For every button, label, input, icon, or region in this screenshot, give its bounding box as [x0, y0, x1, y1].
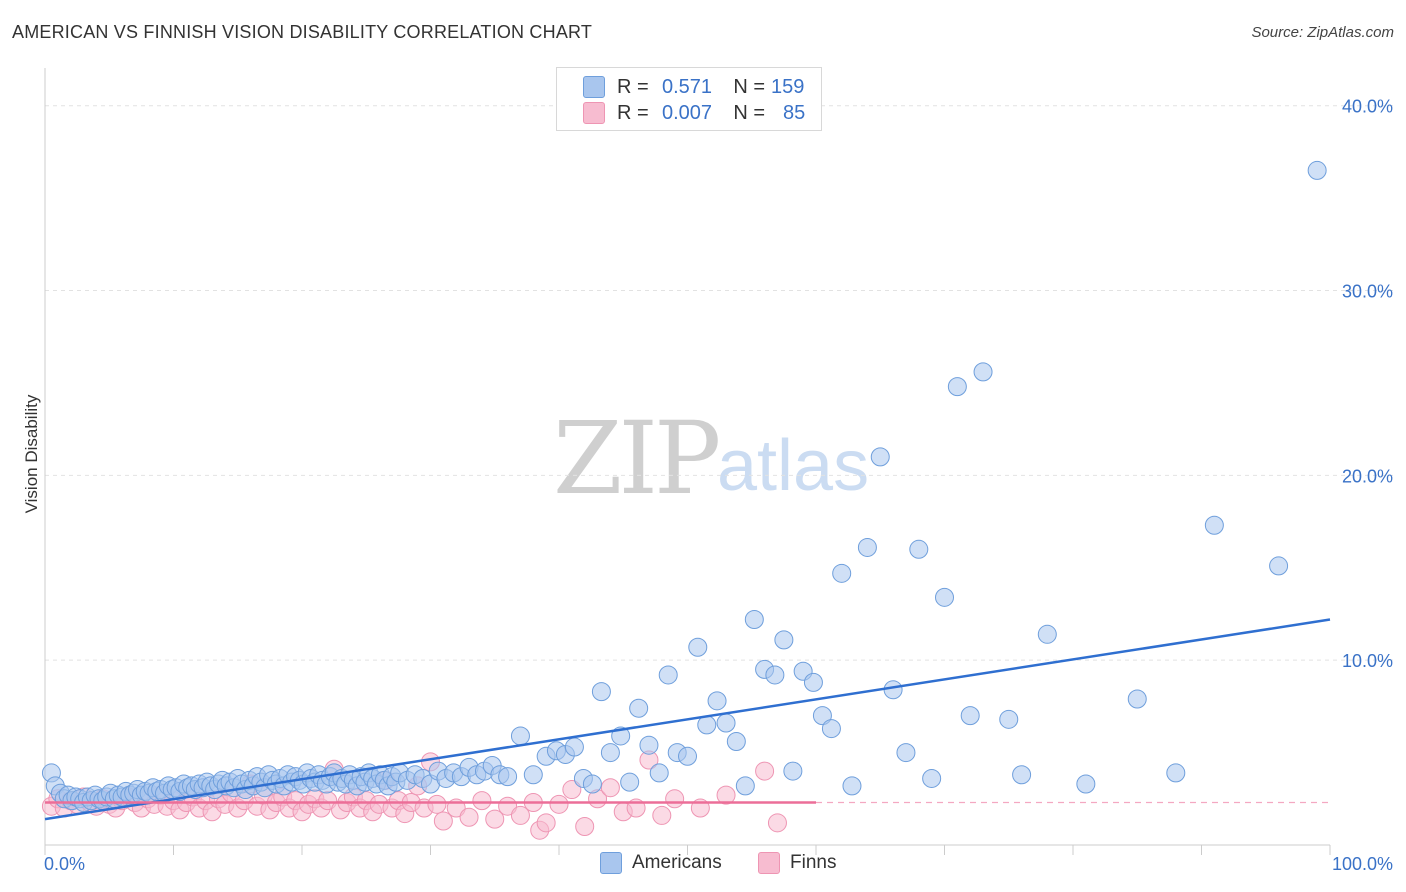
americans-point — [1037, 624, 1057, 644]
americans-swatch — [583, 76, 605, 98]
source-credit: Source: ZipAtlas.com — [1251, 24, 1394, 41]
americans-point — [582, 774, 602, 794]
americans-point — [1127, 689, 1147, 709]
americans-point — [1012, 765, 1032, 785]
finns-point — [716, 785, 736, 805]
americans-point — [1076, 774, 1096, 794]
legend-row-finns: R = 0.007 N = 85 — [583, 100, 805, 126]
x-tick-label: 100.0% — [1332, 854, 1393, 874]
americans-point — [803, 672, 823, 692]
americans-point — [735, 776, 755, 796]
americans-point — [842, 776, 862, 796]
americans-point — [649, 763, 669, 783]
americans-point — [922, 768, 942, 788]
americans-point — [857, 537, 877, 557]
r-value: 0.007 — [661, 101, 713, 124]
americans-point — [629, 698, 649, 718]
americans-point — [716, 713, 736, 733]
americans-point — [960, 706, 980, 726]
finns-point — [472, 791, 492, 811]
americans-point — [774, 630, 794, 650]
americans-point — [832, 563, 852, 583]
americans-point — [658, 665, 678, 685]
americans-point — [639, 735, 659, 755]
finns-point — [510, 805, 530, 825]
n-label: N = — [733, 101, 765, 124]
americans-point — [678, 746, 697, 766]
americans-point — [896, 743, 916, 763]
grid-lines — [45, 105, 1395, 661]
finns-point — [433, 811, 453, 831]
americans-point — [1307, 160, 1327, 180]
tick-labels: 10.0% 20.0% 30.0% 40.0% 0.0% 100.0% — [44, 97, 1393, 874]
x-tick-label: 0.0% — [44, 854, 85, 874]
finns-point — [536, 813, 556, 833]
americans-point — [909, 539, 929, 559]
axes — [44, 68, 1331, 855]
americans-point — [564, 737, 584, 757]
americans-point — [600, 743, 620, 763]
americans-trend-line — [44, 618, 1331, 821]
americans-point — [726, 732, 746, 752]
americans-point — [1166, 763, 1186, 783]
americans-swatch — [600, 852, 622, 874]
americans-point — [870, 447, 890, 467]
americans-point — [744, 610, 764, 630]
finns-point — [665, 789, 685, 809]
y-tick-label: 40.0% — [1342, 97, 1393, 117]
y-tick-label: 20.0% — [1342, 466, 1393, 486]
americans-point — [620, 772, 640, 792]
finns-point — [549, 794, 569, 814]
americans-point — [999, 709, 1019, 729]
r-label: R = — [617, 101, 649, 124]
americans-point — [688, 637, 708, 657]
americans-point — [765, 665, 785, 685]
finns-point — [575, 817, 595, 837]
y-tick-label: 10.0% — [1342, 651, 1393, 671]
finns-point — [652, 805, 672, 825]
americans-point — [821, 719, 841, 739]
y-axis-label: Vision Disability — [22, 394, 41, 514]
n-label: N = — [733, 75, 765, 98]
americans-point — [510, 726, 530, 746]
americans-point — [591, 682, 611, 702]
n-value: 85 — [783, 101, 806, 124]
finns-point — [767, 813, 787, 833]
americans-point — [707, 691, 727, 711]
watermark-zip: ZIP — [553, 400, 721, 517]
chart-title: AMERICAN VS FINNISH VISION DISABILITY CO… — [12, 22, 593, 42]
americans-point — [812, 706, 832, 726]
americans-point — [523, 765, 543, 785]
americans-point — [1269, 556, 1289, 576]
trend-lines — [44, 618, 1331, 821]
finns-point — [755, 761, 775, 781]
legend-item-americans[interactable]: Americans — [600, 852, 722, 874]
watermark-atlas: atlas — [717, 426, 870, 506]
finns-label: Finns — [790, 852, 837, 873]
finns-point — [485, 809, 505, 829]
finns-point — [459, 807, 479, 827]
finns-swatch — [758, 852, 780, 874]
americans-point — [973, 362, 993, 382]
americans-point — [1204, 515, 1224, 535]
finns-swatch — [583, 102, 605, 124]
finns-point — [562, 780, 582, 800]
americans-point — [783, 761, 803, 781]
americans-point — [947, 377, 967, 397]
y-tick-label: 30.0% — [1342, 282, 1393, 302]
r-value: 0.571 — [661, 75, 713, 98]
americans-point — [883, 680, 903, 700]
n-value: 159 — [771, 75, 805, 98]
legend-item-finns[interactable]: Finns — [758, 852, 836, 874]
stats-legend: R = 0.571 N = 159 R = 0.007 N = 85 — [556, 67, 822, 131]
americans-point — [498, 767, 518, 787]
americans-point — [935, 587, 954, 607]
finns-point — [600, 778, 620, 798]
legend-row-americans: R = 0.571 N = 159 — [583, 74, 804, 100]
americans-label: Americans — [632, 852, 722, 873]
data-points — [41, 160, 1327, 840]
finns-point — [427, 794, 447, 814]
r-label: R = — [617, 75, 649, 98]
